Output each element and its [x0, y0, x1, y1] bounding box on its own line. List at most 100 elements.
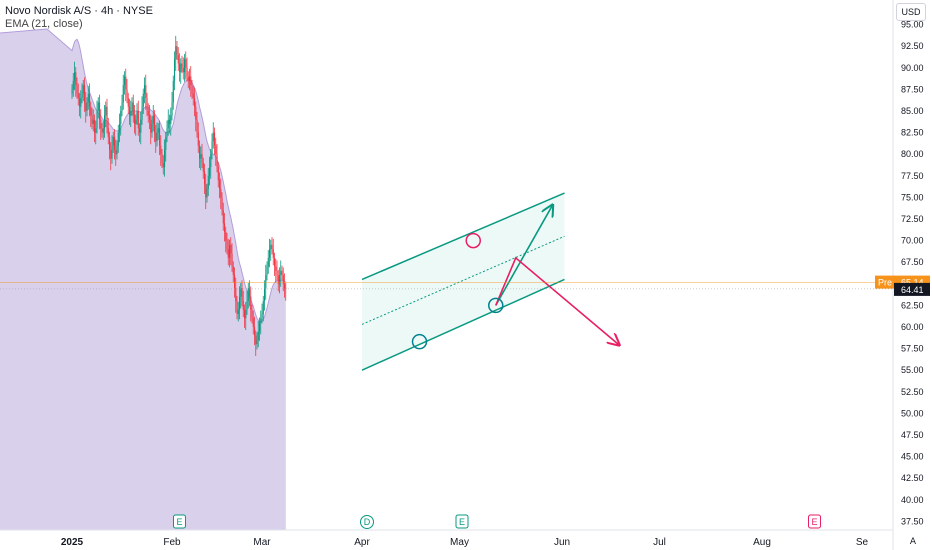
- y-tick-label: 37.50: [901, 516, 924, 526]
- projection-arrow[interactable]: [495, 256, 619, 344]
- candle-body: [139, 128, 141, 133]
- candle-body: [114, 136, 116, 150]
- candle-body: [142, 93, 144, 107]
- candle-body: [96, 111, 98, 129]
- y-tick-label: 80.00: [901, 149, 924, 159]
- channel-midline[interactable]: [361, 235, 565, 325]
- candle-body: [195, 106, 197, 120]
- auto-scale-icon[interactable]: A: [910, 537, 917, 547]
- candle-body: [152, 115, 154, 124]
- candle-body: [111, 145, 113, 159]
- candle-body: [220, 188, 222, 198]
- candle-body: [105, 106, 107, 116]
- currency-button[interactable]: USD: [896, 3, 926, 21]
- candle-body: [226, 240, 228, 250]
- candle-body: [184, 59, 186, 73]
- candle-body: [257, 331, 259, 340]
- highlight-circle[interactable]: [465, 232, 481, 249]
- candle-body: [80, 98, 82, 107]
- candle-body: [76, 85, 78, 94]
- candle-body: [192, 93, 194, 98]
- candle-body: [242, 301, 244, 310]
- candle-body: [154, 115, 156, 133]
- candle-body: [135, 119, 137, 124]
- candle-body: [182, 67, 184, 73]
- candle-body: [172, 80, 174, 103]
- candle-body: [236, 301, 238, 315]
- y-tick-label: 67.50: [901, 257, 924, 267]
- candle-body: [200, 154, 202, 159]
- candle-body: [75, 72, 77, 86]
- event-badge[interactable]: E: [808, 514, 821, 529]
- candle-body: [85, 102, 87, 111]
- candle-body: [280, 270, 282, 276]
- candle-body: [285, 288, 287, 290]
- candle-body: [241, 288, 243, 302]
- candle-body: [245, 309, 247, 319]
- candle-body: [240, 288, 242, 297]
- candle-body: [271, 244, 273, 250]
- event-badge[interactable]: D: [360, 515, 374, 529]
- candle-body: [189, 76, 191, 81]
- candle-body: [107, 128, 109, 137]
- candle-body: [120, 111, 122, 124]
- y-tick-label: 72.50: [901, 214, 924, 224]
- candle-body: [212, 132, 214, 142]
- candle-body: [137, 111, 139, 129]
- earnings-badge-icon: [173, 514, 186, 529]
- indicator-legend[interactable]: EMA (21, close): [5, 18, 83, 30]
- channel-upper-line[interactable]: [361, 192, 565, 281]
- time-axis[interactable]: Dec2025FebMarAprMayJunJulAugSe: [0, 529, 893, 548]
- candle-body: [146, 98, 148, 112]
- candle-body: [104, 115, 106, 129]
- candle-body: [281, 270, 283, 276]
- candle-body: [109, 136, 111, 150]
- y-tick-label: 57.50: [901, 344, 924, 354]
- candle-body: [140, 119, 142, 133]
- candle-body: [187, 76, 189, 81]
- candle-body: [119, 124, 121, 133]
- y-tick-label: 55.00: [901, 365, 924, 375]
- price-axis-bg: [893, 0, 932, 550]
- candle-body: [186, 67, 188, 77]
- candle-body: [190, 76, 192, 86]
- y-tick-label: 45.00: [901, 452, 924, 462]
- candle-body: [256, 339, 258, 345]
- candle-body: [247, 288, 249, 302]
- last-price-label: 64.41: [901, 285, 924, 295]
- candle-body: [252, 318, 254, 327]
- candle-body: [274, 257, 276, 267]
- candle-body: [272, 249, 274, 258]
- y-tick-label: 62.50: [901, 300, 924, 310]
- projection-arrow[interactable]: [495, 206, 552, 306]
- channel-lower-line[interactable]: [361, 278, 565, 371]
- pre-tag: [875, 275, 895, 289]
- channel-drawing: [361, 192, 565, 371]
- highlight-circle[interactable]: [488, 297, 504, 314]
- event-badge[interactable]: E: [455, 514, 469, 529]
- event-badge[interactable]: E: [173, 514, 186, 529]
- candle-body: [91, 115, 93, 124]
- candle-body: [250, 296, 252, 310]
- candle-body: [219, 180, 221, 189]
- y-tick-label: 75.00: [901, 192, 924, 202]
- candle-body: [97, 102, 99, 111]
- candle-body: [161, 154, 163, 163]
- highlight-circle[interactable]: [411, 333, 428, 350]
- candle-body: [217, 167, 219, 181]
- event-badge-label: E: [176, 517, 182, 527]
- candle-body: [99, 102, 101, 120]
- y-tick-label: 90.00: [901, 63, 924, 73]
- pre-price-label: 65.14: [901, 278, 924, 288]
- ema-fill: [0, 28, 286, 530]
- candle-body: [239, 296, 241, 310]
- symbol-title[interactable]: Novo Nordisk A/S · 4h · NYSE: [5, 5, 153, 17]
- candle-body: [131, 102, 133, 111]
- candle-body: [90, 106, 92, 116]
- x-tick-label: Jul: [653, 537, 666, 548]
- x-tick-label: May: [450, 537, 469, 548]
- candle-body: [169, 119, 171, 124]
- price-axis[interactable]: 37.50 40.00 42.50 45.00 47.50 50.00 52.50 55.00…: [892, 0, 932, 550]
- candle-body: [170, 115, 172, 124]
